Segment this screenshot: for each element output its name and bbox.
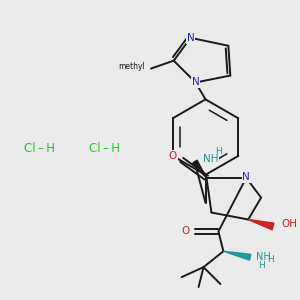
Polygon shape: [224, 251, 251, 260]
Text: N: N: [242, 172, 250, 182]
Text: NH: NH: [202, 154, 218, 164]
Text: methyl: methyl: [118, 62, 145, 71]
Text: NH: NH: [256, 252, 271, 262]
Polygon shape: [192, 160, 206, 178]
Text: Cl – H: Cl – H: [24, 142, 55, 154]
Text: Cl – H: Cl – H: [89, 142, 120, 154]
Text: N: N: [187, 33, 194, 43]
Text: O: O: [182, 226, 190, 236]
Text: H: H: [258, 261, 265, 270]
Text: N: N: [192, 77, 200, 88]
Text: O: O: [169, 151, 177, 161]
Polygon shape: [248, 220, 274, 230]
Text: H: H: [267, 255, 273, 264]
Text: H: H: [215, 148, 222, 157]
Text: OH: OH: [281, 220, 297, 230]
